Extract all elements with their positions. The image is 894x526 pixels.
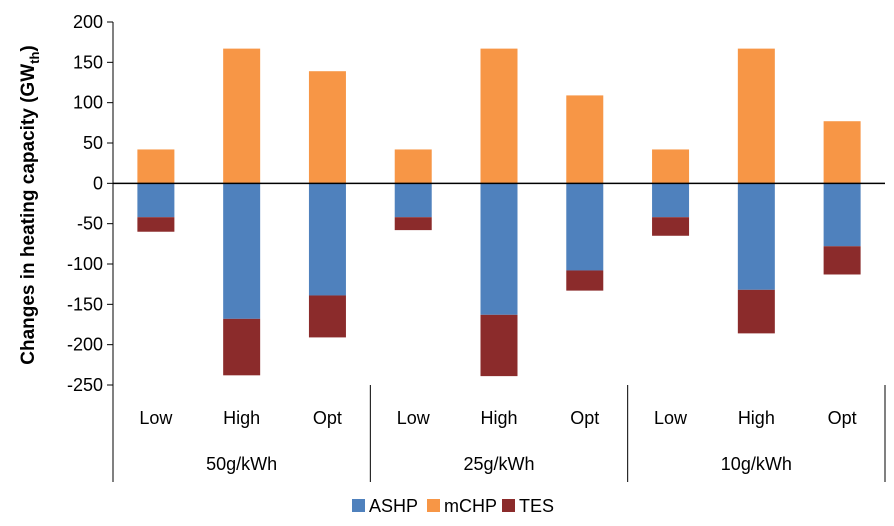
y-tick-label: -50 [77,214,103,234]
x-category-label: Opt [828,408,857,428]
bar-mchp-0 [137,149,175,184]
y-tick-label: 0 [93,173,103,193]
bar-mchp-2 [308,71,346,184]
x-category-label: Opt [313,408,342,428]
x-category-label: Low [397,408,431,428]
bar-ashp-0 [137,183,175,218]
bar-ashp-7 [737,183,775,290]
legend: ASHP mCHP TES [352,496,554,516]
bar-tes-0 [137,217,175,232]
bar-mchp-6 [652,149,690,184]
bar-ashp-5 [566,183,604,271]
x-group-label: 25g/kWh [463,454,534,474]
y-tick-label: -100 [67,254,103,274]
y-tick-label: -250 [67,375,103,395]
legend-swatch-mchp [427,499,440,512]
bar-ashp-3 [394,183,432,218]
x-category-label: High [480,408,517,428]
x-category-label: High [738,408,775,428]
bar-ashp-6 [652,183,690,218]
x-category-label: Opt [570,408,599,428]
x-group-label: 50g/kWh [206,454,277,474]
bar-tes-7 [737,289,775,334]
y-tick-label: 150 [73,52,103,72]
bar-tes-4 [480,314,518,377]
y-tick-label: 100 [73,93,103,113]
legend-label-ashp: ASHP [369,496,418,516]
bar-mchp-4 [480,48,518,184]
bar-ashp-8 [823,183,861,247]
bar-tes-6 [652,217,690,236]
x-category-label: Low [654,408,688,428]
y-tick-label: -150 [67,294,103,314]
bar-tes-3 [394,217,432,231]
bar-mchp-8 [823,121,861,184]
y-axis: 200 150 100 50 0 -50 -100 -150 -200 -250 [67,12,114,395]
bar-mchp-7 [737,48,775,184]
x-axis: Low High Opt Low High Opt Low High Opt 50g/kWh 25g… [112,385,886,482]
legend-swatch-ashp [352,499,365,512]
bar-mchp-1 [223,48,261,184]
bars [113,48,885,377]
x-category-label: Low [139,408,173,428]
bar-tes-2 [308,295,346,338]
bar-tes-8 [823,246,861,275]
legend-label-mchp: mCHP [444,496,497,516]
y-axis-label: Changes in heating capacity (GWth) [18,45,42,365]
bar-tes-1 [223,318,261,376]
bar-ashp-4 [480,183,518,315]
y-tick-label: -200 [67,335,103,355]
legend-label-tes: TES [519,496,554,516]
legend-swatch-tes [502,499,515,512]
bar-ashp-2 [308,183,346,296]
x-group-label: 10g/kWh [721,454,792,474]
y-tick-label: 200 [73,12,103,32]
y-tick-label: 50 [83,133,103,153]
bar-mchp-5 [566,95,604,184]
x-category-label: High [223,408,260,428]
bar-mchp-3 [394,149,432,184]
bar-ashp-1 [223,183,261,319]
bar-tes-5 [566,270,604,291]
